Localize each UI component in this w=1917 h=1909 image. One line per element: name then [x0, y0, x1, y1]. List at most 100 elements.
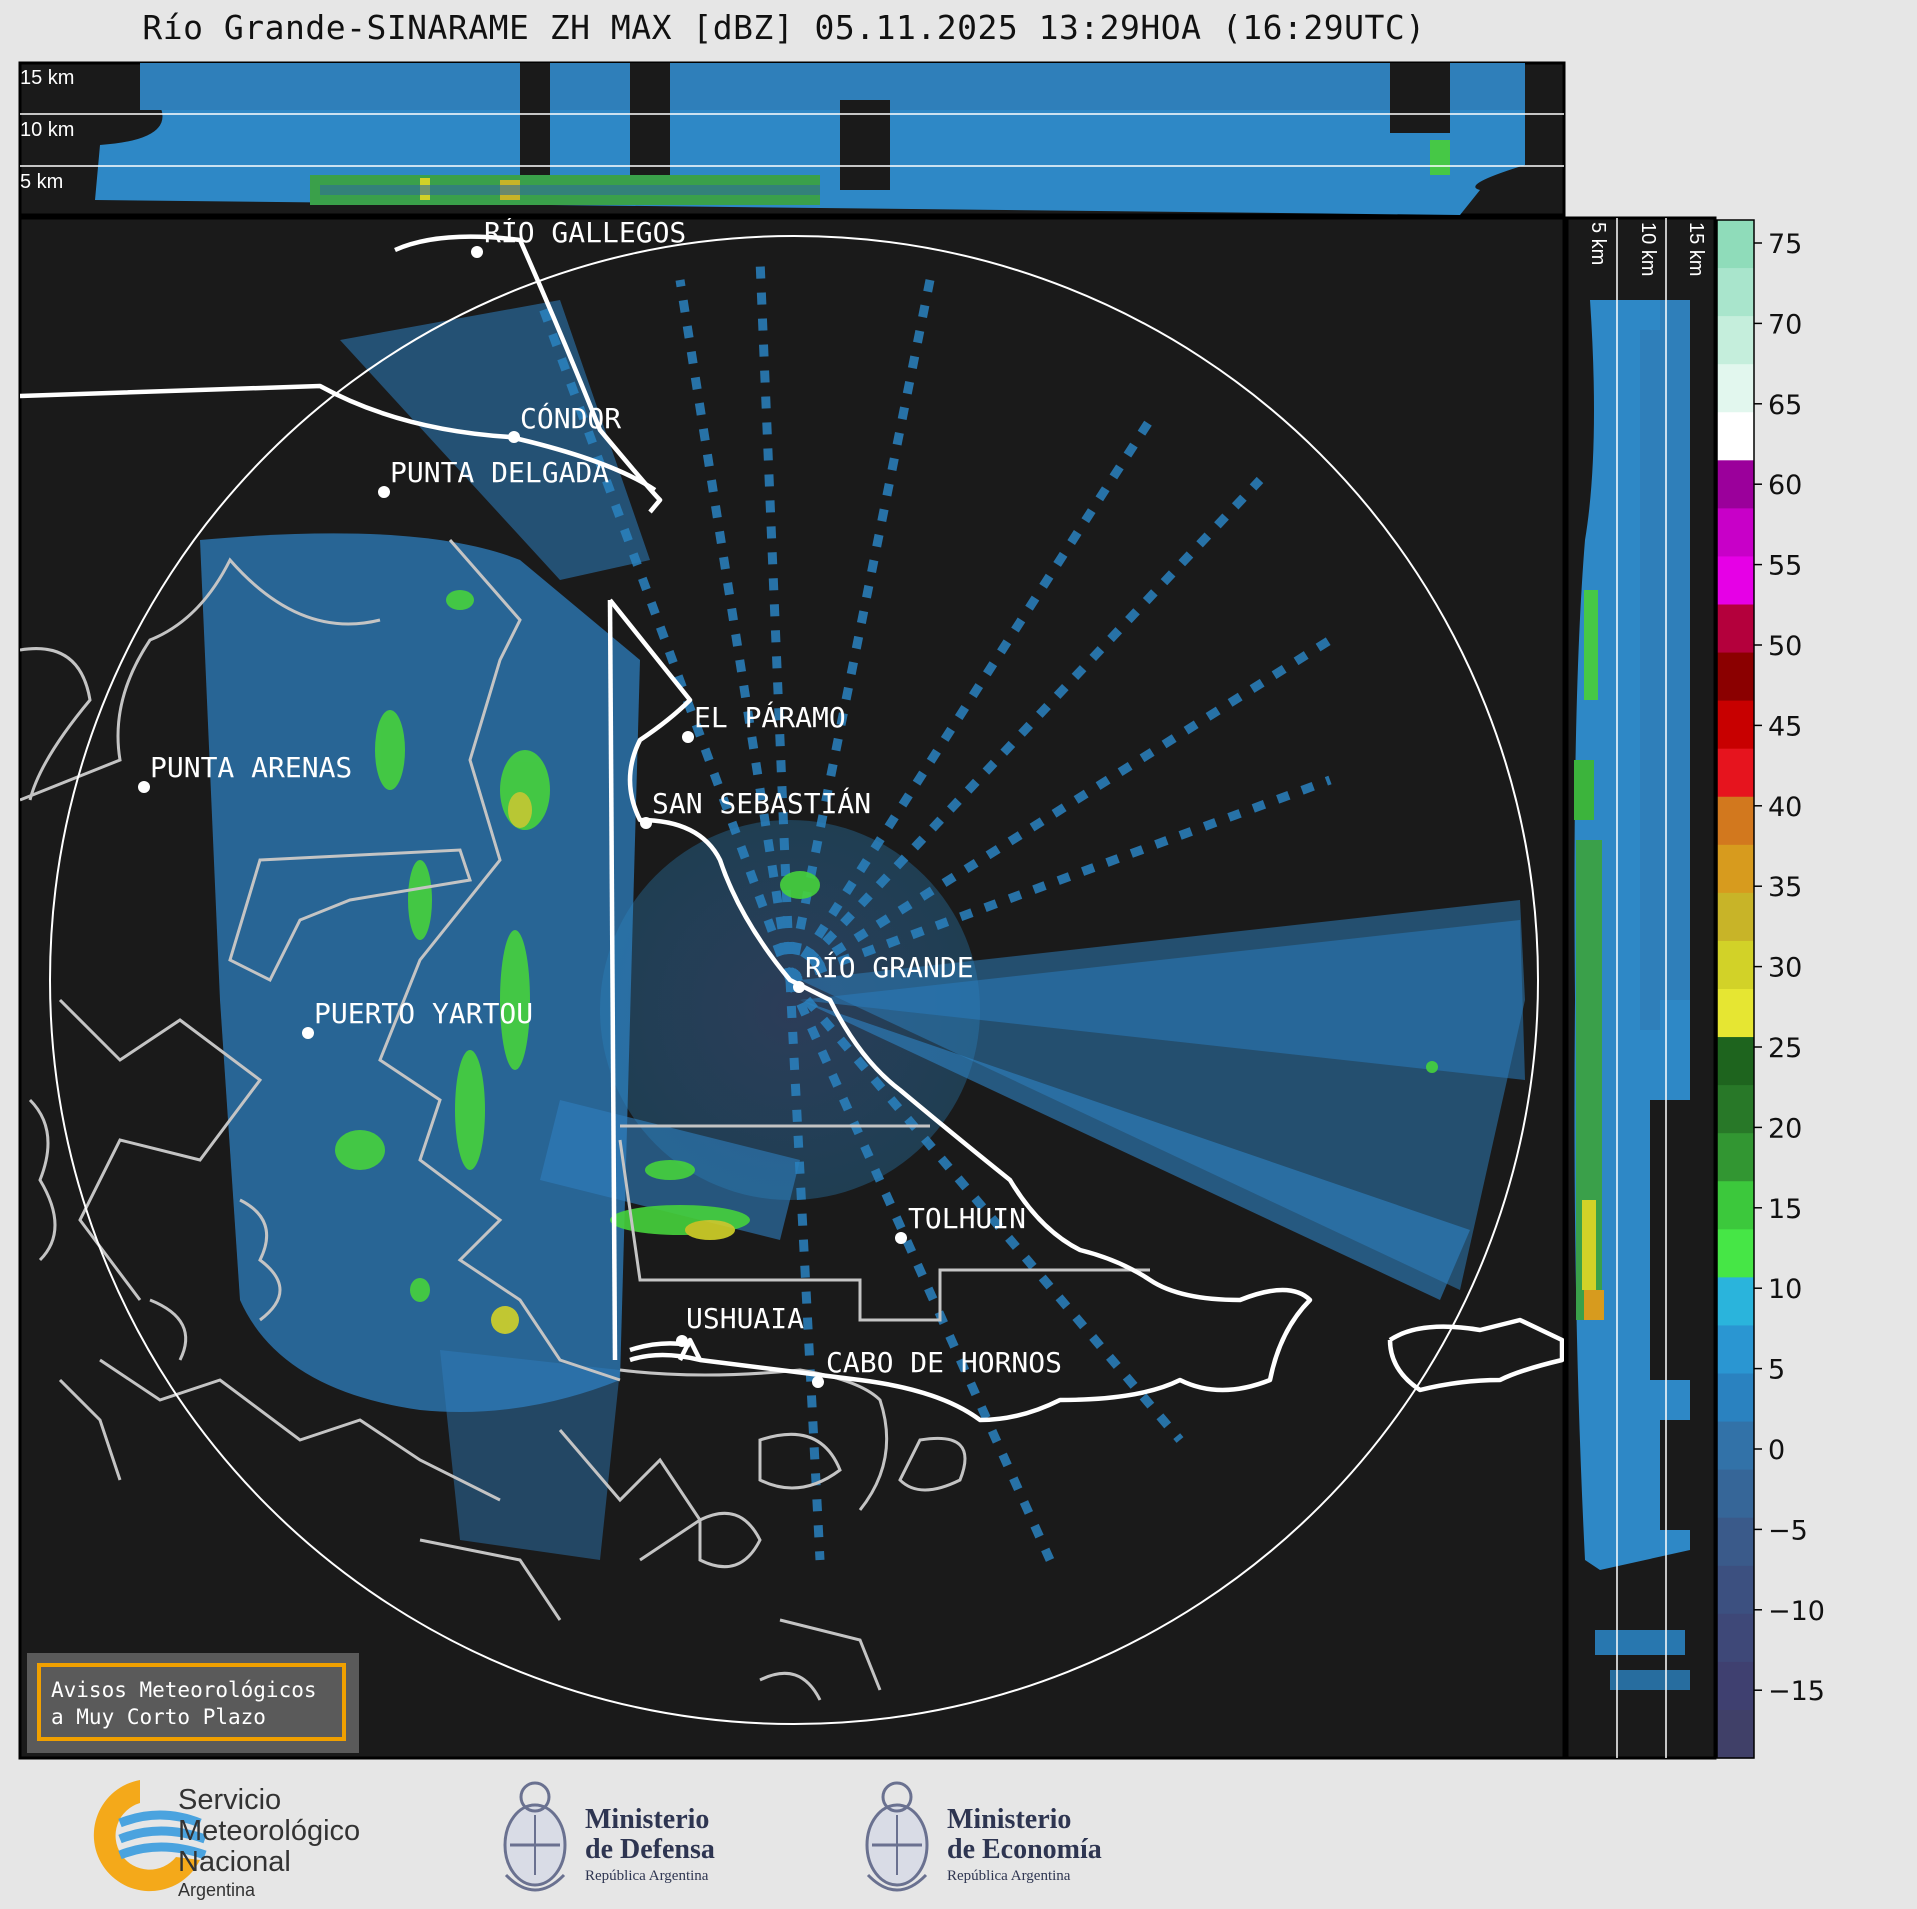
economia-line-1: Ministerio: [947, 1804, 1072, 1835]
colorbar-tick-label: 60: [1768, 470, 1802, 501]
city-label-condor: CÓNDOR: [520, 401, 621, 435]
colorbar-tick-label: 15: [1768, 1194, 1802, 1225]
colorbar-swatch: [1717, 412, 1754, 461]
colorbar-swatch: [1717, 1469, 1754, 1519]
colorbar-swatch: [1717, 1517, 1754, 1567]
city-dot-punta-arenas: [138, 781, 150, 793]
side-height-profile: 5 km 10 km 15 km: [1565, 216, 1717, 1760]
colorbar-tick-label: 20: [1768, 1113, 1802, 1144]
colorbar-tick-label: −10: [1768, 1596, 1825, 1627]
colorbar-swatch: [1717, 892, 1754, 942]
defensa-line-1: Ministerio: [585, 1804, 710, 1835]
city-dot-condor: [508, 431, 520, 443]
ministerio-economia-logo: Ministerio de Economía República Argenti…: [852, 1765, 1152, 1909]
colorbar-tick-label: 50: [1768, 631, 1802, 662]
warning-line-1: Avisos Meteorológicos: [51, 1678, 317, 1702]
colorbar-tick-label: 65: [1768, 390, 1802, 421]
colorbar-tick-label: 70: [1768, 309, 1802, 340]
city-label-cabo-de-hornos: CABO DE HORNOS: [826, 1346, 1062, 1379]
city-dot-rio-gallegos: [471, 246, 483, 258]
smn-logo: Servicio Meteorológico Nacional Argentin…: [0, 1765, 420, 1909]
radar-map: RÍO GALLEGOS CÓNDOR PUNTA DELGADA EL PÁR…: [18, 215, 1566, 1760]
radar-range-ring: [49, 235, 1539, 1725]
colorbar-tick-label: 55: [1768, 551, 1802, 582]
city-label-puerto-yartou: PUERTO YARTOU: [314, 997, 533, 1030]
colorbar-swatch: [1717, 1229, 1754, 1278]
city-dot-tolhuin: [895, 1232, 907, 1244]
colorbar-tick-label: −5: [1768, 1515, 1808, 1546]
city-label-el-paramo: EL PÁRAMO: [694, 700, 846, 734]
city-dot-el-paramo: [682, 731, 694, 743]
smn-line-3: Nacional: [178, 1846, 291, 1878]
colorbar-swatch: [1717, 940, 1754, 990]
colorbar-swatch: [1717, 989, 1754, 1038]
defensa-line-2: de Defensa: [585, 1834, 715, 1865]
colorbar-tick-label: 30: [1768, 953, 1802, 984]
city-dot-rio-grande: [793, 981, 805, 993]
colorbar-tick-label: −15: [1768, 1676, 1825, 1707]
colorbar-swatch: [1717, 268, 1754, 317]
colorbar-tick-label: 35: [1768, 872, 1802, 903]
colorbar-swatch: [1717, 652, 1754, 702]
colorbar-swatch: [1717, 460, 1754, 509]
city-label-rio-grande: RÍO GRANDE: [805, 950, 974, 984]
top-height-label-15km: 15 km: [20, 67, 74, 89]
colorbar-swatch: [1717, 1373, 1754, 1423]
colorbar-tick-label: 40: [1768, 792, 1802, 823]
economia-line-3: República Argentina: [947, 1868, 1071, 1884]
radar-figure: 15 km 10 km 5 km: [18, 61, 1825, 1760]
top-height-profile: 15 km 10 km 5 km: [18, 61, 1566, 217]
colorbar-swatch: [1717, 364, 1754, 413]
colorbar-swatch: [1717, 796, 1754, 846]
colorbar-tick-label: 45: [1768, 711, 1802, 742]
colorbar-swatches: [1717, 220, 1754, 1759]
colorbar-tick-label: 25: [1768, 1033, 1802, 1064]
city-dot-ushuaia: [676, 1335, 688, 1347]
colorbar-swatch: [1717, 1661, 1754, 1711]
city-dot-cabo-de-hornos: [812, 1376, 824, 1388]
defensa-line-3: República Argentina: [585, 1868, 709, 1884]
colorbar-tick-label: 75: [1768, 229, 1802, 260]
colorbar-swatch: [1717, 604, 1754, 654]
colorbar-swatch: [1717, 220, 1754, 269]
colorbar-swatch: [1717, 1085, 1754, 1134]
colorbar-swatch: [1717, 1421, 1754, 1471]
colorbar-swatch: [1717, 1613, 1754, 1663]
city-label-san-sebastian: SAN SEBASTIÁN: [652, 786, 871, 820]
side-height-label-10km: 10 km: [1637, 222, 1659, 276]
side-height-label-5km: 5 km: [1587, 222, 1609, 265]
city-dot-puerto-yartou: [302, 1027, 314, 1039]
colorbar-swatch: [1717, 748, 1754, 798]
colorbar-swatch: [1717, 1277, 1754, 1327]
colorbar-tick-label: 5: [1768, 1355, 1785, 1386]
colorbar-swatch: [1717, 1565, 1754, 1615]
city-dot-punta-delgada: [378, 486, 390, 498]
colorbar-swatch: [1717, 700, 1754, 750]
colorbar-swatch: [1717, 1181, 1754, 1230]
colorbar-swatch: [1717, 1325, 1754, 1375]
side-height-label-15km: 15 km: [1685, 222, 1707, 276]
ministerio-defensa-logo: Ministerio de Defensa República Argentin…: [490, 1765, 790, 1909]
national-coat-of-arms-icon: [865, 1781, 929, 1892]
colorbar-swatch: [1717, 556, 1754, 606]
top-height-label-5km: 5 km: [20, 171, 63, 193]
warning-line-2: a Muy Corto Plazo: [51, 1705, 266, 1729]
colorbar-tick-label: 0: [1768, 1435, 1785, 1466]
warning-box: Avisos Meteorológicos a Muy Corto Plazo: [27, 1653, 359, 1753]
colorbar-swatch: [1717, 316, 1754, 365]
national-coat-of-arms-icon: [503, 1781, 567, 1892]
city-label-punta-delgada: PUNTA DELGADA: [390, 456, 609, 489]
city-dot-san-sebastian: [640, 817, 652, 829]
city-label-tolhuin: TOLHUIN: [908, 1202, 1026, 1235]
colorbar-tick-label: 10: [1768, 1274, 1802, 1305]
smn-line-2: Meteorológico: [178, 1815, 361, 1847]
colorbar-swatch: [1717, 1037, 1754, 1086]
colorbar-swatch: [1717, 844, 1754, 894]
colorbar-swatch: [1717, 1709, 1754, 1759]
footer-logos: Servicio Meteorológico Nacional Argentin…: [0, 1765, 1917, 1909]
city-label-rio-gallegos: RÍO GALLEGOS: [484, 215, 686, 249]
top-height-label-10km: 10 km: [20, 119, 74, 141]
map-title: Río Grande-SINARAME ZH MAX [dBZ] 05.11.2…: [142, 8, 1426, 47]
city-label-ushuaia: USHUAIA: [686, 1302, 804, 1335]
